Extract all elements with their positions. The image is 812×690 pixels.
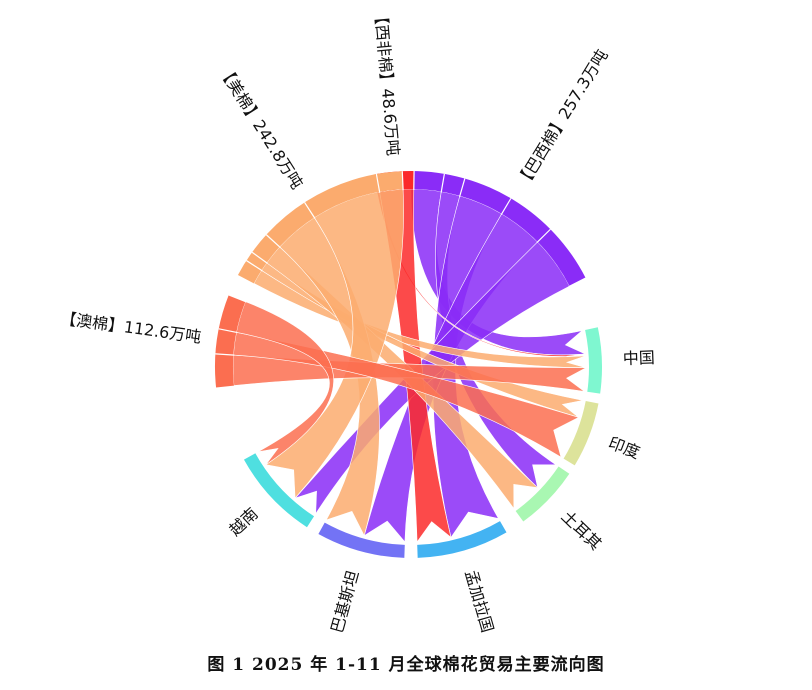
flow-ribbon-14 bbox=[236, 301, 334, 465]
arc-divider-7 bbox=[246, 260, 263, 272]
importer-label-0: 中国 bbox=[623, 348, 656, 368]
flow-ribbons bbox=[232, 188, 587, 543]
importer-label-3: 孟加拉国 bbox=[461, 568, 497, 635]
exporter-label-2: 【美棉】242.8万吨 bbox=[215, 62, 307, 192]
importer-arc-4 bbox=[318, 522, 405, 558]
figure-caption: 图 1 2025 年 1-11 月全球棉花贸易主要流向图 bbox=[207, 655, 605, 675]
arc-divider-10 bbox=[304, 202, 316, 219]
importer-arc-3 bbox=[417, 521, 507, 558]
arc-divider-2 bbox=[500, 198, 512, 216]
exporter-arc-0 bbox=[411, 170, 586, 287]
arc-divider-5 bbox=[375, 173, 381, 193]
exporter-label-3: 【澳棉】112.6万吨 bbox=[59, 309, 202, 347]
exporter-arc-3 bbox=[214, 294, 246, 388]
arc-divider-13 bbox=[218, 328, 238, 334]
importer-arc-1 bbox=[563, 400, 599, 466]
arc-divider-11 bbox=[401, 171, 404, 191]
importer-arc-0 bbox=[585, 327, 603, 394]
arc-divider-1 bbox=[459, 178, 466, 197]
exporter-label-1: 【西非棉】48.6万吨 bbox=[371, 8, 403, 157]
arc-divider-4 bbox=[568, 277, 586, 288]
importer-label-4: 巴基斯坦 bbox=[327, 568, 362, 635]
chord-chart: 【巴西棉】257.3万吨 【西非棉】48.6万吨 【美棉】242.8万吨【澳棉】11… bbox=[59, 8, 656, 635]
flow-ribbon-11 bbox=[265, 188, 404, 499]
importer-label-1: 印度 bbox=[606, 433, 643, 462]
node-arcs bbox=[214, 170, 603, 558]
exporter-label-0: 【巴西棉】257.3万吨 bbox=[513, 46, 612, 190]
importer-arc-2 bbox=[515, 466, 570, 522]
arc-divider-12 bbox=[215, 353, 235, 356]
arc-divider-0 bbox=[440, 173, 445, 193]
arc-divider-3 bbox=[536, 228, 551, 244]
importer-label-5: 越南 bbox=[225, 504, 261, 540]
exporter-arc-2 bbox=[237, 171, 404, 284]
importer-arc-5 bbox=[243, 453, 315, 528]
importer-label-2: 土耳其 bbox=[558, 507, 606, 554]
arc-divider-9 bbox=[265, 234, 281, 249]
arc-divider-8 bbox=[251, 251, 268, 264]
arc-divider-14 bbox=[228, 294, 247, 303]
